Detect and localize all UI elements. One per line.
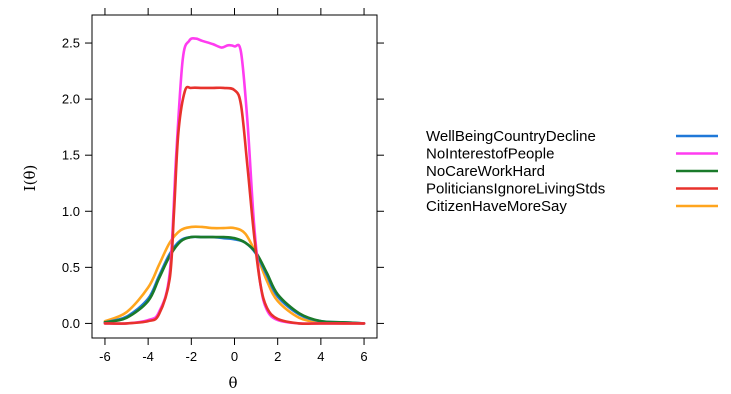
legend: WellBeingCountryDeclineNoInterestofPeopl… — [426, 128, 718, 215]
y-tick-label: 1.0 — [62, 204, 80, 219]
legend-label-2: NoCareWorkHard — [426, 163, 545, 180]
y-tick-label: 0.0 — [62, 316, 80, 331]
legend-label-1: NoInterestofPeople — [426, 146, 554, 163]
series-line-2 — [103, 235, 366, 325]
series-line-0 — [103, 235, 366, 325]
y-tick-label: 1.5 — [62, 148, 80, 163]
series-line-1 — [103, 37, 366, 325]
y-tick-label: 0.5 — [62, 260, 80, 275]
x-tick-label: 2 — [274, 349, 281, 364]
x-tick-label: 4 — [317, 349, 324, 364]
x-axis-label: θ — [228, 374, 237, 392]
x-tick-label: -4 — [142, 349, 154, 364]
series-line-3 — [103, 85, 366, 326]
plot-frame — [91, 14, 378, 339]
series-line-4 — [103, 225, 366, 325]
y-tick-label: 2.5 — [62, 36, 80, 51]
axis-ticks: -6 -4 -2 0 2 4 6 0.0 0.5 1.0 1.5 2.0 2.5 — [62, 8, 384, 364]
legend-label-4: CitizenHaveMoreSay — [426, 198, 567, 215]
x-tick-label: 0 — [231, 349, 238, 364]
y-axis-label: I(θ) — [21, 165, 39, 192]
curves — [103, 37, 366, 326]
plot-border — [91, 14, 378, 339]
legend-label-0: WellBeingCountryDecline — [426, 128, 596, 145]
y-tick-label: 2.0 — [62, 92, 80, 107]
x-tick-label: 6 — [360, 349, 367, 364]
legend-label-3: PoliticiansIgnoreLivingStds — [426, 181, 605, 198]
x-tick-label: -6 — [99, 349, 111, 364]
x-tick-label: -2 — [186, 349, 198, 364]
